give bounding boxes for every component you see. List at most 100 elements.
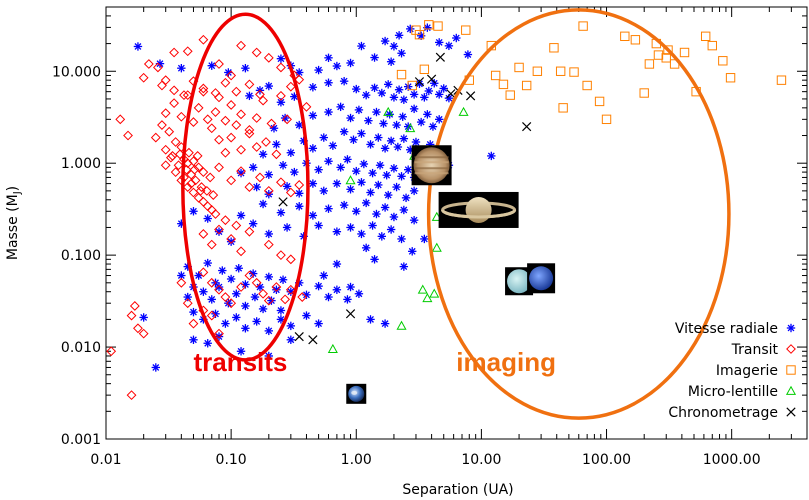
plot-frame	[105, 6, 808, 440]
data-point-asterisk	[346, 113, 355, 123]
data-point-triangle	[431, 242, 442, 252]
y-axis-title-subscript: J	[12, 191, 23, 195]
data-point-diamond	[297, 292, 308, 302]
data-point-diamond	[255, 89, 265, 100]
data-point-asterisk	[411, 137, 421, 147]
data-point-asterisk	[452, 33, 461, 43]
data-point-asterisk	[221, 319, 230, 328]
data-point-square	[653, 50, 664, 60]
data-point-asterisk	[282, 223, 292, 232]
data-point-diamond	[214, 134, 224, 145]
data-point-diamond	[206, 277, 217, 288]
data-point-diamond	[138, 328, 149, 339]
data-point-diamond	[182, 46, 193, 57]
data-point-asterisk	[409, 104, 419, 114]
data-point-diamond	[188, 117, 199, 127]
data-point-diamond	[276, 250, 286, 261]
data-point-asterisk	[189, 307, 198, 317]
data-point-diamond	[236, 166, 246, 177]
data-point-diamond	[263, 295, 274, 306]
data-point-asterisk	[332, 285, 342, 294]
data-point-asterisk	[214, 332, 224, 341]
data-point-diamond	[285, 284, 296, 295]
data-point-diamond	[220, 215, 231, 226]
data-point-asterisk	[375, 161, 385, 170]
data-point-asterisk	[177, 63, 186, 73]
data-point-asterisk	[361, 198, 371, 208]
data-point-cross	[308, 335, 318, 345]
data-point-diamond	[214, 328, 224, 339]
data-point-square	[433, 21, 443, 31]
data-point-diamond	[206, 123, 217, 134]
y-tick-label: 0.001	[61, 432, 101, 448]
data-point-asterisk	[439, 84, 448, 93]
data-point-square	[630, 35, 641, 45]
data-point-square	[514, 62, 524, 73]
data-point-diamond	[190, 175, 201, 186]
data-point-asterisk	[409, 215, 419, 225]
data-point-asterisk	[189, 335, 198, 344]
data-point-diamond	[169, 98, 179, 109]
data-point-asterisk	[385, 110, 394, 119]
data-point-asterisk	[290, 167, 299, 177]
data-point-diamond	[214, 284, 224, 295]
data-point-asterisk	[336, 102, 345, 112]
data-point-diamond	[231, 120, 242, 130]
data-point-asterisk	[308, 83, 318, 92]
data-point-asterisk	[434, 38, 444, 47]
data-point-asterisk	[370, 53, 379, 62]
data-point-asterisk	[276, 306, 286, 315]
data-point-diamond	[164, 126, 175, 137]
data-point-diamond	[206, 239, 217, 250]
data-point-diamond	[173, 160, 184, 171]
data-point-diamond	[244, 270, 255, 281]
data-point-asterisk	[389, 164, 399, 173]
data-point-asterisk	[399, 95, 409, 104]
data-point-diamond	[182, 182, 193, 192]
data-point-diamond	[138, 72, 149, 83]
data-point-diamond	[165, 152, 176, 163]
data-point-asterisk	[352, 207, 361, 216]
data-point-asterisk	[409, 90, 419, 99]
data-point-diamond	[188, 156, 199, 167]
data-point-diamond	[182, 298, 193, 309]
data-point-diamond	[196, 182, 207, 192]
data-point-diamond	[226, 175, 237, 186]
jupiter-disc	[413, 147, 450, 184]
data-point-asterisk	[286, 321, 296, 331]
legend-label-cross: Chronometrage	[668, 405, 778, 421]
data-point-asterisk	[139, 313, 148, 322]
data-point-diamond	[258, 288, 268, 299]
data-point-asterisk	[276, 98, 286, 107]
data-point-asterisk	[236, 347, 246, 356]
data-point-diamond	[214, 59, 224, 69]
data-point-diamond	[261, 137, 271, 147]
data-point-diamond	[236, 40, 246, 51]
data-point-asterisk	[392, 182, 401, 192]
data-point-asterisk	[339, 200, 349, 210]
data-point-asterisk	[357, 129, 366, 138]
data-point-diamond	[193, 102, 204, 113]
data-point-asterisk	[377, 232, 387, 241]
jupiter-band	[414, 161, 449, 164]
data-point-asterisk	[250, 292, 260, 302]
data-point-asterisk	[308, 111, 318, 120]
data-point-asterisk	[218, 266, 227, 275]
data-point-square	[419, 64, 430, 75]
data-point-asterisk	[374, 133, 383, 142]
data-point-asterisk	[324, 78, 333, 87]
data-point-asterisk	[428, 122, 438, 131]
data-point-asterisk	[324, 53, 333, 63]
region-labels: transits imaging	[193, 347, 555, 377]
data-point-asterisk	[314, 165, 323, 174]
earth-image	[346, 383, 367, 404]
data-point-diamond	[236, 109, 246, 120]
data-point-asterisk	[399, 134, 409, 143]
data-point-diamond	[244, 125, 255, 135]
data-point-asterisk	[272, 285, 281, 294]
data-point-square	[505, 90, 515, 100]
data-point-diamond	[214, 224, 224, 235]
data-point-asterisk	[241, 324, 250, 333]
x-axis-title: Separation (UA)	[402, 482, 513, 498]
data-point-asterisk	[397, 172, 406, 181]
